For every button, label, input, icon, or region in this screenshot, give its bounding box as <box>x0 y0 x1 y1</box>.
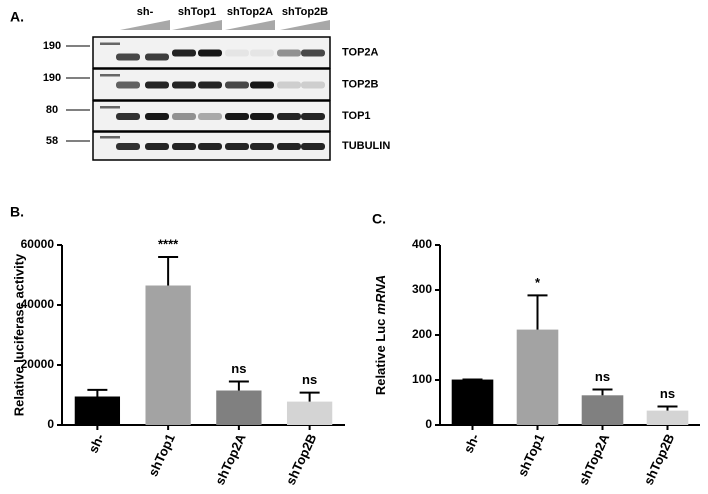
gradient-wedge <box>120 20 170 30</box>
gradient-wedge <box>280 20 330 30</box>
bar <box>216 390 262 425</box>
blot-band <box>145 53 169 61</box>
ladder-band <box>100 106 120 109</box>
mw-marker: 190 <box>43 72 61 84</box>
x-tick-label: shTop1 <box>515 431 548 478</box>
y-axis-label-part: mRNA <box>373 275 388 315</box>
protein-name: TOP1 <box>342 110 371 122</box>
panel-label: A. <box>10 9 24 25</box>
x-tick-label: shTop1 <box>145 431 178 478</box>
blot-band <box>250 113 274 120</box>
blot-band <box>301 113 325 120</box>
x-tick-label: shTop2B <box>641 431 678 487</box>
y-tick-label: 40000 <box>21 297 55 311</box>
blot-band <box>172 143 196 150</box>
blot-band <box>301 143 325 150</box>
protein-name: TUBULIN <box>342 140 390 152</box>
x-tick-label: sh- <box>460 431 482 455</box>
blot-band <box>198 49 222 57</box>
blot-band <box>277 113 301 120</box>
y-tick-label: 200 <box>412 327 432 341</box>
mw-marker: 80 <box>46 104 58 116</box>
lane-group-label: sh- <box>137 6 154 18</box>
significance-label: * <box>535 275 541 290</box>
x-tick-label: shTop2A <box>576 431 613 487</box>
blot-band <box>250 81 274 89</box>
ladder-band <box>100 42 120 45</box>
bar <box>286 401 333 425</box>
gradient-wedge <box>172 20 222 30</box>
x-tick-label: sh- <box>85 431 107 455</box>
bar <box>646 410 689 425</box>
y-tick-label: 0 <box>425 417 432 431</box>
blot-band <box>116 53 140 61</box>
lane-group-label: shTop1 <box>178 6 216 18</box>
y-axis-label-part: Relative Luc <box>373 319 388 396</box>
blot-band <box>116 113 140 120</box>
blot-band <box>250 143 274 150</box>
bar <box>145 285 191 425</box>
y-axis-label: Relative luciferase activity <box>11 253 26 416</box>
blot-band <box>145 113 169 120</box>
blot-band <box>301 49 325 57</box>
blot-band <box>250 49 274 57</box>
blot-band <box>198 143 222 150</box>
blot-band <box>225 81 249 89</box>
blot-band <box>277 49 301 57</box>
y-axis-label: Relative Luc mRNA <box>373 275 388 395</box>
y-tick-label: 60000 <box>21 237 55 251</box>
blot-band <box>145 81 169 89</box>
bar <box>74 396 121 425</box>
ladder-band <box>100 74 120 77</box>
bar <box>451 379 494 425</box>
y-tick-label: 300 <box>412 282 432 296</box>
mw-marker: 58 <box>46 135 58 147</box>
y-tick-label: 0 <box>47 417 54 431</box>
significance-label: ns <box>595 369 610 384</box>
significance-label: **** <box>158 236 179 251</box>
y-tick-label: 100 <box>412 372 432 386</box>
blot-band <box>116 143 140 150</box>
panel-label: B. <box>10 204 24 220</box>
lane-group-label: shTop2B <box>282 6 328 18</box>
mw-marker: 190 <box>43 40 61 52</box>
significance-label: ns <box>231 361 246 376</box>
blot-band <box>301 81 325 89</box>
y-tick-label: 20000 <box>21 357 55 371</box>
ladder-band <box>100 136 120 139</box>
bar <box>581 395 624 425</box>
blot-band <box>172 81 196 89</box>
blot-band <box>277 81 301 89</box>
y-tick-label: 400 <box>412 237 432 251</box>
blot-band <box>225 143 249 150</box>
blot-band <box>172 49 196 57</box>
blot-band <box>225 113 249 120</box>
blot-band <box>277 143 301 150</box>
blot-band <box>172 113 196 120</box>
panel-label: C. <box>372 211 386 227</box>
x-tick-label: shTop2B <box>283 431 320 487</box>
lane-group-label: shTop2A <box>227 6 273 18</box>
blot-band <box>116 81 140 89</box>
protein-name: TOP2A <box>342 46 379 58</box>
significance-label: ns <box>302 372 317 387</box>
blot-band <box>145 143 169 150</box>
significance-label: ns <box>660 386 675 401</box>
gradient-wedge <box>225 20 275 30</box>
blot-band <box>225 49 249 57</box>
bar <box>516 329 559 425</box>
protein-name: TOP2B <box>342 78 379 90</box>
blot-band <box>198 81 222 89</box>
x-tick-label: shTop2A <box>212 431 249 487</box>
blot-band <box>198 113 222 120</box>
